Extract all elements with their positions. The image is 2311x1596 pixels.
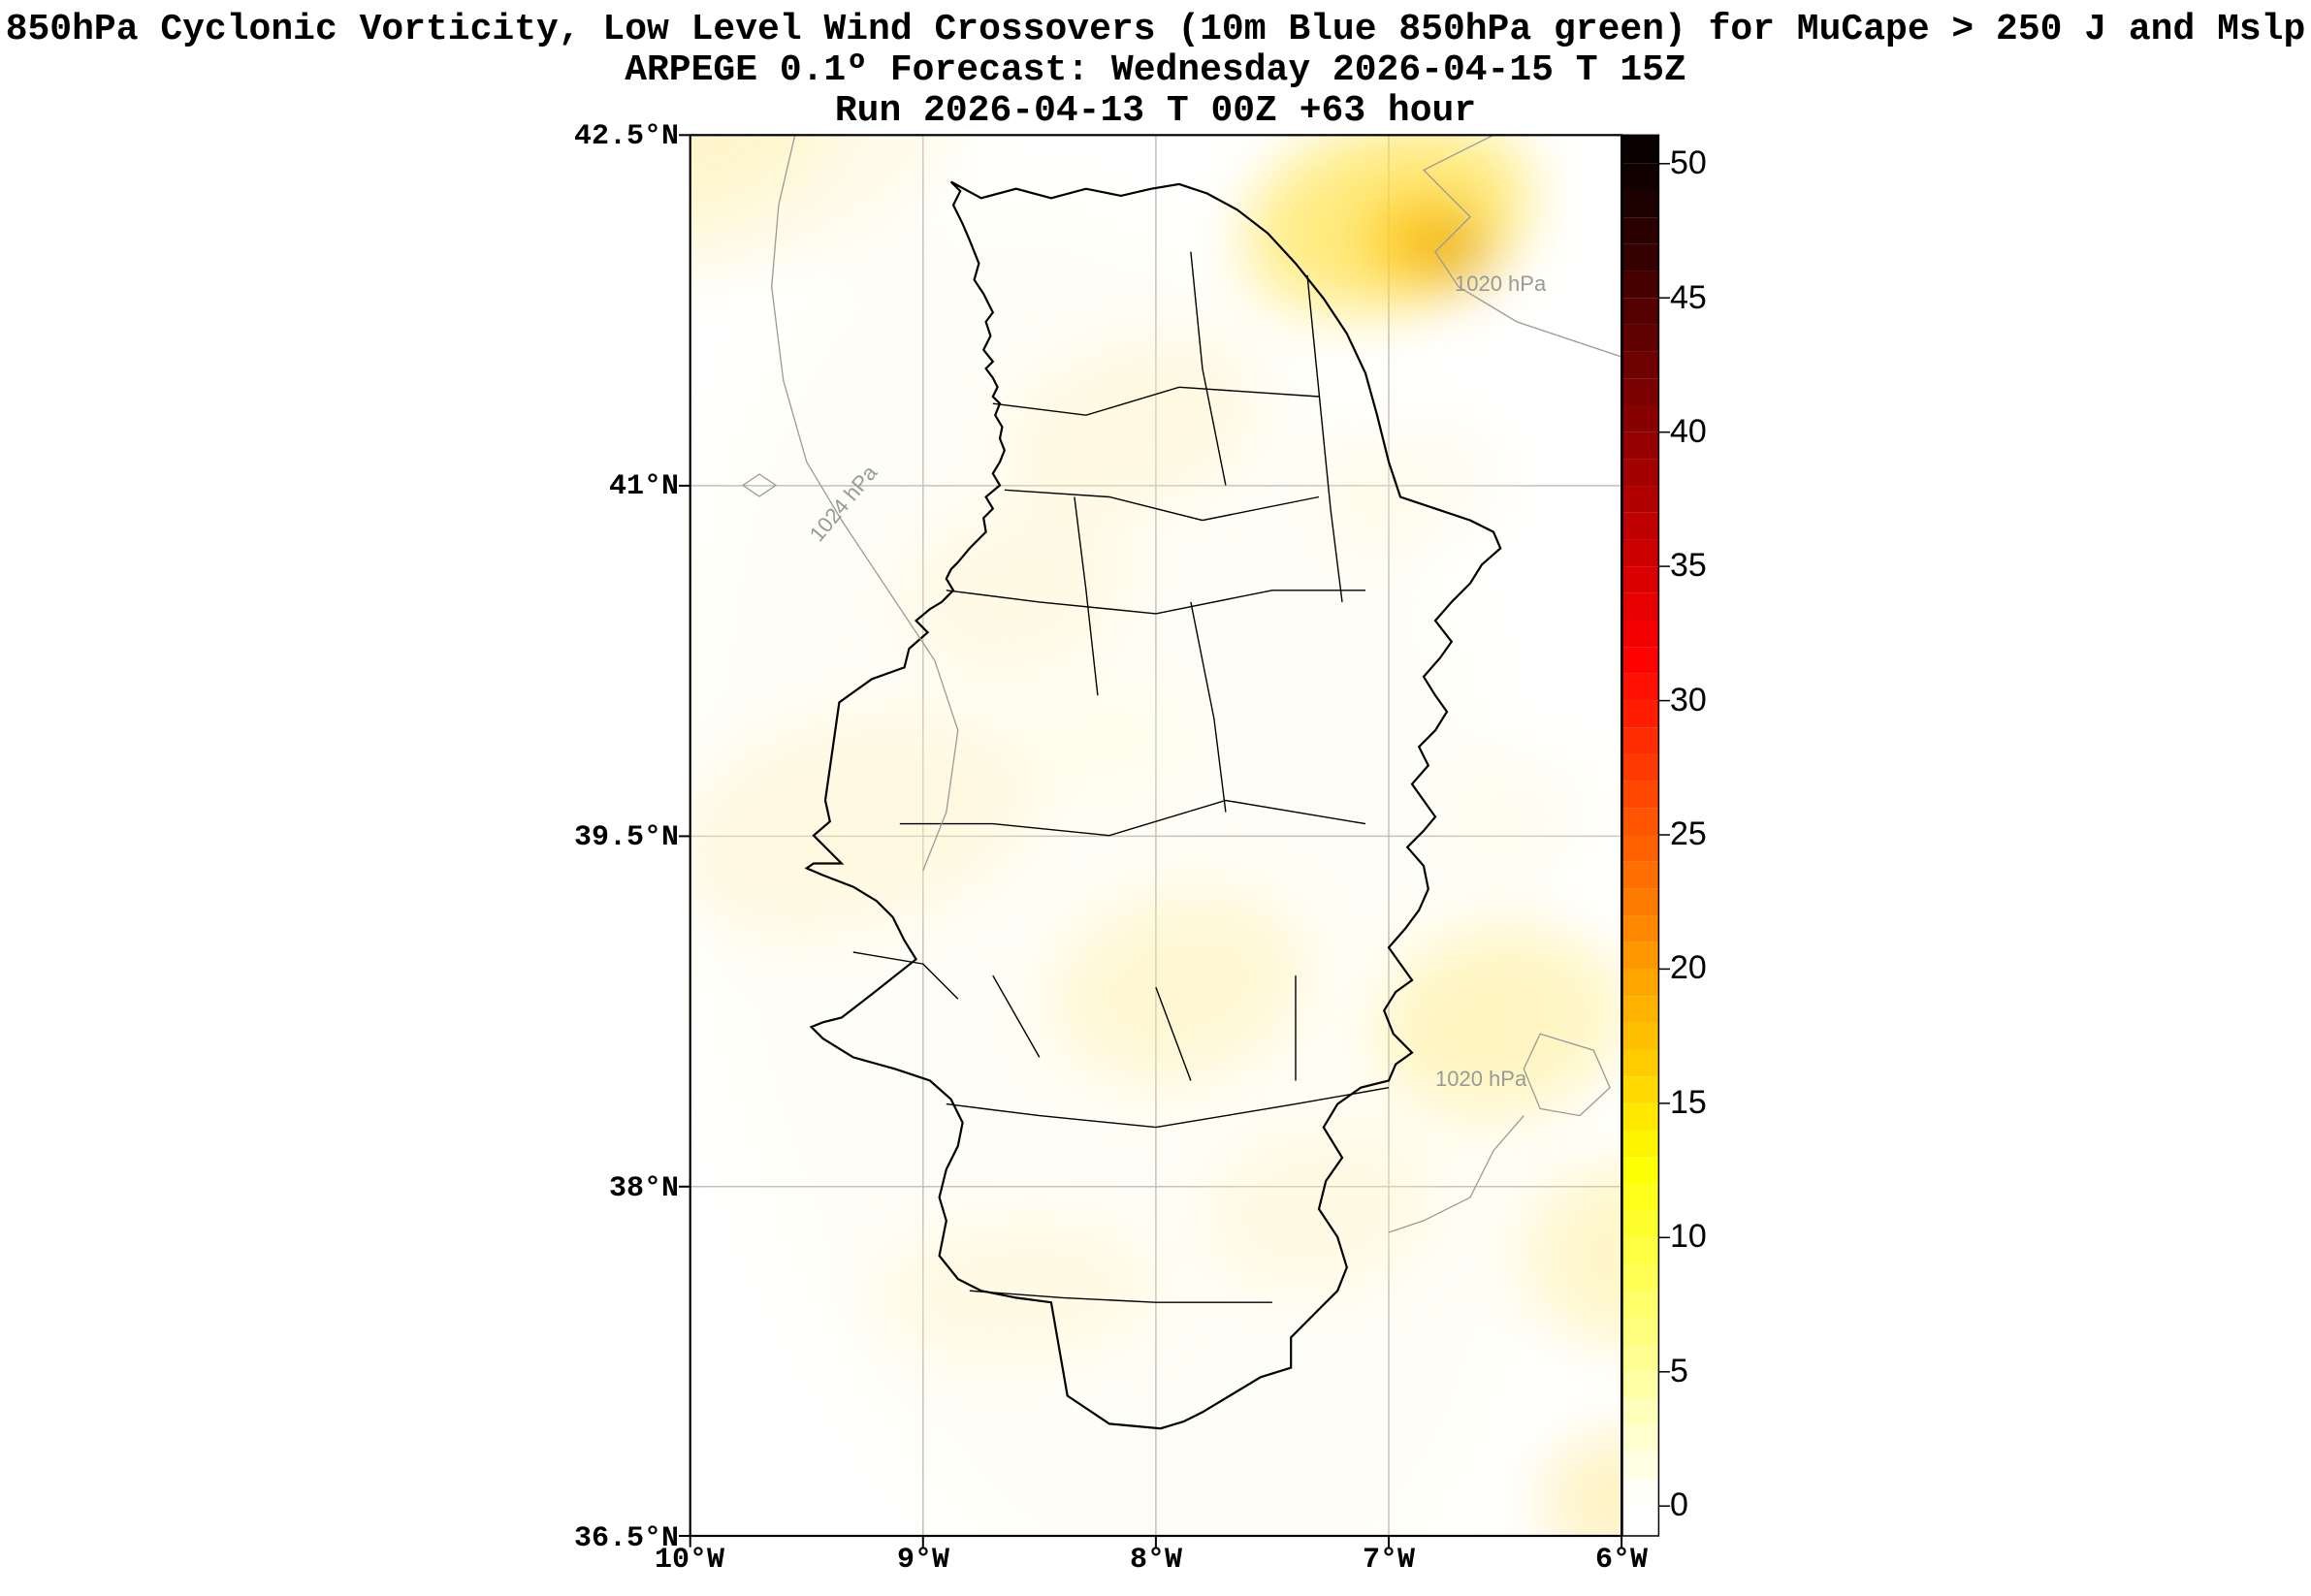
svg-text:1020 hPa: 1020 hPa: [1435, 1067, 1527, 1091]
svg-text:1020 hPa: 1020 hPa: [1455, 271, 1547, 296]
